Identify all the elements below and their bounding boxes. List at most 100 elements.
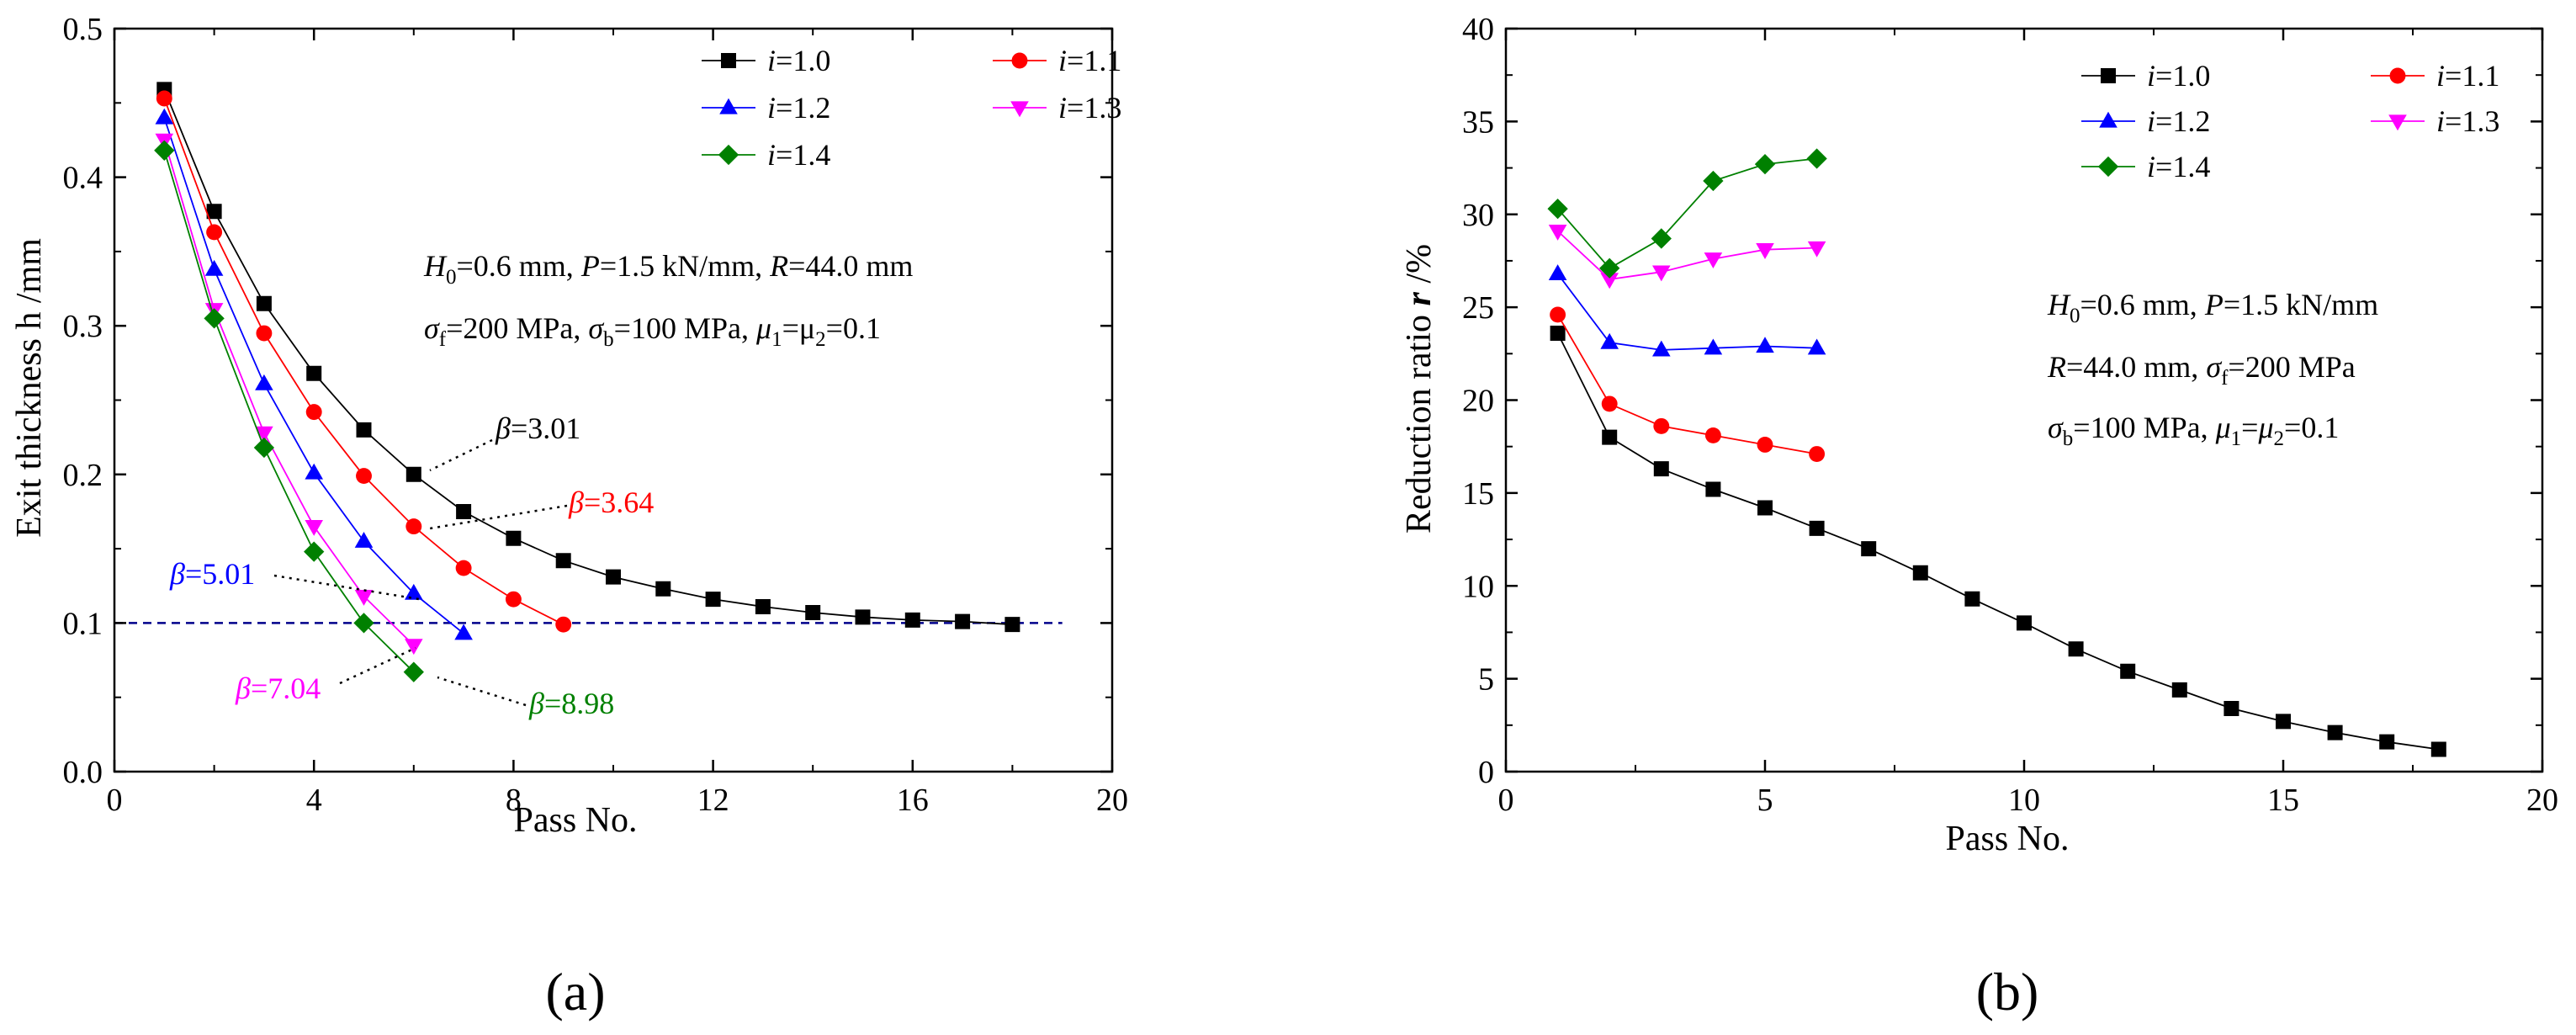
- panel-b-data-point: [1653, 417, 1670, 434]
- panel-b-series-2: [1548, 264, 1826, 357]
- panel-a-data-point: [755, 598, 771, 614]
- panel-a-data-point: [206, 204, 222, 220]
- panel-b-data-point: [1912, 565, 1928, 581]
- panel-a-data-point: [405, 466, 421, 482]
- panel-b-data-point: [1757, 500, 1773, 516]
- panel-a-data-point: [655, 581, 671, 597]
- panel-b-data-point: [1704, 252, 1723, 268]
- panel-b-data-point: [1704, 427, 1721, 443]
- panel-a-data-point: [506, 530, 522, 546]
- panel-b-data-point: [2068, 641, 2084, 657]
- panel-b-legend-item: i=1.4: [2081, 150, 2210, 183]
- panel-a-data-point: [904, 612, 920, 628]
- panel-a-legend-marker: [1011, 52, 1028, 69]
- panel-a-data-point: [256, 325, 273, 342]
- panel-b-x-tick-label: 0: [1498, 783, 1514, 818]
- panel-a-data-point: [354, 532, 374, 548]
- panel-b-data-point: [2379, 734, 2395, 750]
- panel-a-x-tick-label: 16: [897, 783, 929, 818]
- panel-a-series-3: [155, 133, 423, 656]
- panel-a-data-point: [606, 569, 621, 585]
- panel-b-data-point: [1600, 332, 1619, 349]
- panel-b-legend-marker: [2101, 68, 2116, 83]
- panel-b-data-point: [1757, 437, 1773, 453]
- panel-b-legend-item: i=1.0: [2081, 59, 2210, 93]
- panel-b-data-point: [2276, 714, 2291, 730]
- panel-b-y-tick-label: 40: [1462, 12, 1494, 47]
- panel-b-data-point: [1809, 446, 1826, 462]
- panel-b-series-3: [1548, 224, 1826, 289]
- panel-b-frame: [1504, 27, 2544, 773]
- panel-a-legend-label: i=1.0: [767, 44, 830, 77]
- panel-a-y-tick-label: 0.2: [63, 458, 103, 493]
- panel-a-legend-label: i=1.1: [1058, 44, 1121, 77]
- panel-a-x-axis-label: Pass No.: [513, 801, 637, 840]
- panel-a-y-tick-label: 0.5: [63, 12, 103, 47]
- panel-a-data-point: [155, 108, 174, 125]
- panel-b-label: (b): [1976, 962, 2039, 1022]
- panel-b-legend-label: i=1.0: [2147, 59, 2210, 93]
- panel-b-data-point: [1861, 541, 1877, 557]
- panel-a-legend-item: i=1.0: [702, 44, 830, 77]
- panel-b-y-tick-label: 10: [1462, 569, 1494, 604]
- panel-b-data-point: [1599, 257, 1620, 279]
- panel-a-data-point: [156, 90, 172, 107]
- panel-a-data-point: [454, 624, 473, 640]
- panel-b-legend-item: i=1.2: [2081, 104, 2210, 138]
- panel-b-legend-item: i=1.1: [2371, 59, 2499, 93]
- panel-a-plot-area: [114, 82, 1063, 682]
- panel-b-data-point: [1547, 198, 1568, 220]
- panel-a-data-point: [255, 374, 273, 390]
- panel-a-data-point: [403, 661, 424, 682]
- panel-a-data-point: [253, 437, 275, 459]
- panel-a-data-point: [955, 613, 971, 629]
- panel-b-legend-label: i=1.2: [2147, 104, 2210, 138]
- panel-a-data-point: [306, 365, 322, 381]
- panel-b-series-line: [1556, 230, 1817, 280]
- panel-a-legend-item: i=1.3: [993, 91, 1121, 125]
- svg-text:β=7.04: β=7.04: [235, 671, 321, 705]
- panel-b-data-point: [2224, 700, 2239, 716]
- panel-a-series-line: [163, 140, 415, 646]
- panel-a-series-line: [163, 150, 415, 673]
- panel-a-data-point: [356, 422, 372, 438]
- panel-a-x-tick-label: 4: [306, 783, 322, 818]
- panel-a-series-4: [154, 140, 424, 682]
- panel-a-data-point: [405, 518, 422, 535]
- panel-b-y-axis-label: Reduction ratio r /%: [1400, 244, 1439, 533]
- panel-a-legend-marker: [718, 144, 739, 166]
- panel-b-y-tick-label: 0: [1478, 755, 1494, 790]
- panel-b-params-line3: σb=100 MPa, μ1=μ2=0.1: [2048, 411, 2339, 450]
- panel-b-data-point: [1548, 264, 1567, 281]
- panel-a-data-point: [204, 259, 224, 276]
- panel-b-data-point: [1550, 326, 1566, 342]
- panel-a-data-point: [855, 609, 871, 625]
- svg-text:β=3.01: β=3.01: [495, 411, 580, 445]
- panel-b-data-point: [1756, 337, 1774, 353]
- panel-b-data-point: [1807, 241, 1826, 257]
- panel-b-data-point: [2171, 682, 2187, 698]
- panel-a-series-0: [156, 82, 1020, 633]
- panel-b-legend-marker: [2389, 67, 2406, 84]
- panel-a-x-tick-label: 12: [697, 783, 729, 818]
- panel-b-legend-item: i=1.3: [2371, 104, 2499, 138]
- panel-a-legend-marker: [1010, 101, 1029, 118]
- panel-a-legend-item: i=1.2: [702, 91, 830, 125]
- panel-a-x-tick-label: 8: [506, 783, 522, 818]
- panel-b-data-point: [2120, 663, 2136, 679]
- panel-a-params-line1: H0=0.6 mm, P=1.5 kN/mm, R=44.0 mm: [423, 249, 913, 289]
- panel-b-data-point: [1653, 461, 1669, 477]
- panel-b-data-point: [1806, 148, 1827, 169]
- panel-a-legend-label: i=1.2: [767, 91, 830, 125]
- panel-b-data-point: [2327, 724, 2343, 740]
- panel-a-data-point: [353, 613, 374, 634]
- panel-a-data-point: [304, 541, 325, 562]
- panel-a-annotation-beta-3-64: β=3.64: [429, 486, 654, 530]
- panel-a-annotation-beta-3-01: β=3.01: [429, 411, 580, 472]
- panel-a-data-point: [456, 503, 472, 519]
- panel-b-y-tick-label: 25: [1462, 290, 1494, 326]
- panel-a-legend-label: i=1.3: [1058, 91, 1121, 125]
- panel-b-series-4: [1547, 148, 1827, 279]
- panel-a-legend-marker: [721, 53, 736, 68]
- panel-b-plot-area: [1547, 148, 2446, 757]
